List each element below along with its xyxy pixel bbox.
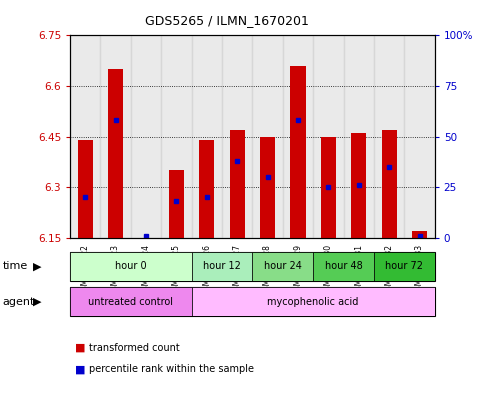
Text: ▶: ▶: [33, 297, 42, 307]
Bar: [252, 252, 313, 281]
Bar: [100, 35, 131, 238]
Bar: [374, 35, 404, 238]
Bar: [260, 137, 275, 238]
Bar: [382, 130, 397, 238]
Bar: [252, 35, 283, 238]
Bar: [412, 231, 427, 238]
Text: ■: ■: [75, 343, 85, 353]
Text: mycophenolic acid: mycophenolic acid: [268, 297, 359, 307]
Bar: [78, 140, 93, 238]
Bar: [404, 35, 435, 238]
Bar: [192, 252, 252, 281]
Bar: [283, 35, 313, 238]
Bar: [290, 66, 306, 238]
Text: hour 0: hour 0: [115, 261, 147, 271]
Bar: [70, 287, 192, 316]
Text: hour 12: hour 12: [203, 261, 241, 271]
Bar: [313, 252, 374, 281]
Text: hour 72: hour 72: [385, 261, 423, 271]
Text: transformed count: transformed count: [89, 343, 180, 353]
Text: untreated control: untreated control: [88, 297, 173, 307]
Bar: [192, 287, 435, 316]
Text: hour 48: hour 48: [325, 261, 362, 271]
Bar: [351, 133, 366, 238]
Bar: [70, 35, 100, 238]
Text: GDS5265 / ILMN_1670201: GDS5265 / ILMN_1670201: [145, 14, 309, 27]
Bar: [343, 35, 374, 238]
Bar: [169, 170, 184, 238]
Text: agent: agent: [2, 297, 35, 307]
Bar: [199, 140, 214, 238]
Bar: [374, 252, 435, 281]
Bar: [192, 35, 222, 238]
Text: percentile rank within the sample: percentile rank within the sample: [89, 364, 255, 375]
Bar: [313, 35, 343, 238]
Bar: [222, 35, 252, 238]
Bar: [131, 35, 161, 238]
Text: ■: ■: [75, 364, 85, 375]
Text: time: time: [2, 261, 28, 272]
Bar: [229, 130, 245, 238]
Bar: [161, 35, 192, 238]
Bar: [108, 69, 123, 238]
Text: ▶: ▶: [33, 261, 42, 272]
Bar: [70, 252, 192, 281]
Text: hour 24: hour 24: [264, 261, 302, 271]
Bar: [321, 137, 336, 238]
